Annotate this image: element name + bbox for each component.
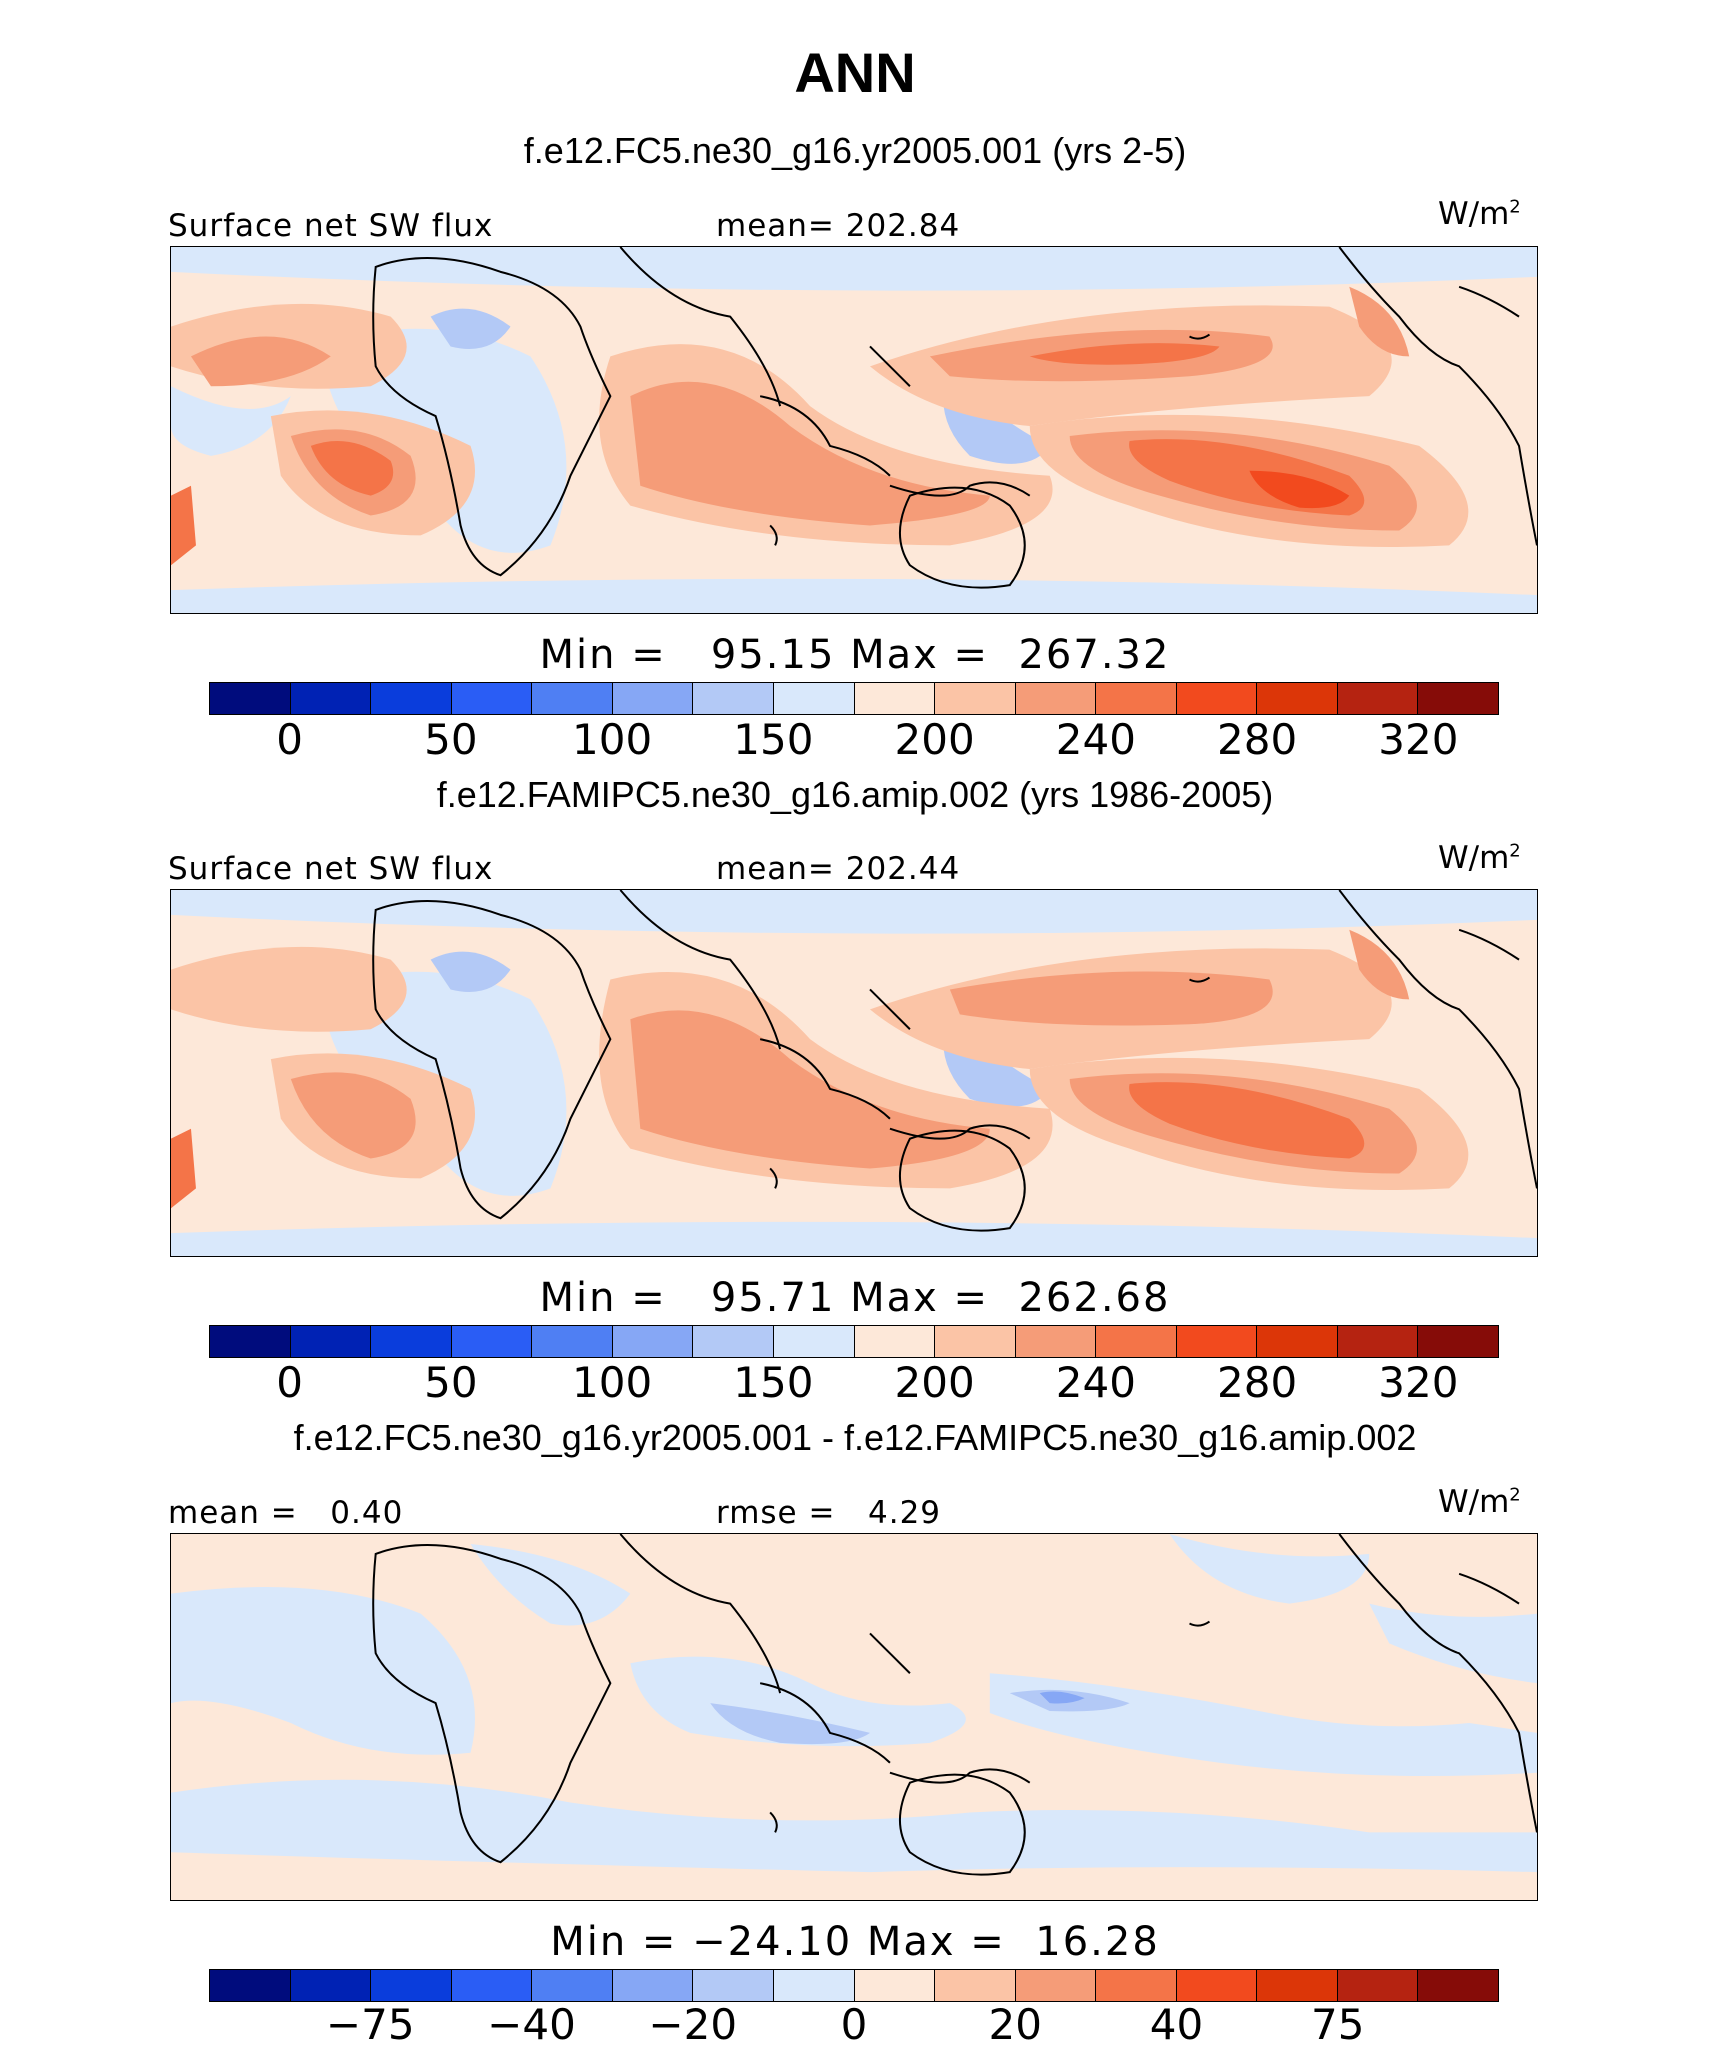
- cbar-swatch: [210, 1970, 291, 2001]
- tick-label: 0: [276, 715, 303, 764]
- tick-label: 280: [1217, 1358, 1298, 1407]
- cbar-swatch: [371, 1326, 452, 1357]
- cbar-swatch: [1257, 1970, 1338, 2001]
- tick-label: 100: [572, 1358, 653, 1407]
- cbar-swatch: [935, 1326, 1016, 1357]
- cbar-swatch: [1337, 1326, 1419, 1357]
- tick-label: 50: [424, 1358, 478, 1407]
- tick-label: 75: [1311, 2000, 1365, 2049]
- panel3-mean-label: mean = 0.40: [168, 1495, 404, 1531]
- panel2-map: [170, 889, 1538, 1257]
- cbar-swatch: [612, 1970, 694, 2001]
- panel1-minmax: Min = 95.15 Max = 267.32: [539, 632, 1171, 678]
- cbar-swatch: [773, 683, 855, 714]
- cbar-swatch: [1176, 1970, 1258, 2001]
- cbar-swatch: [210, 683, 291, 714]
- tick-label: 280: [1217, 715, 1298, 764]
- cbar-swatch: [451, 1970, 533, 2001]
- cbar-swatch: [1337, 1970, 1419, 2001]
- panel2-mean-label: mean= 202.44: [716, 851, 961, 887]
- cbar-swatch: [1337, 683, 1419, 714]
- cbar-swatch: [1257, 683, 1338, 714]
- panel3-colorbar: [209, 1969, 1499, 2002]
- panel1-map: [170, 246, 1538, 614]
- panel1-map-field: [171, 247, 1537, 613]
- cbar-swatch: [451, 683, 533, 714]
- cbar-swatch: [612, 1326, 694, 1357]
- cbar-swatch: [1015, 1970, 1097, 2001]
- tick-label: 40: [1149, 2000, 1204, 2049]
- tick-label: 100: [572, 715, 653, 764]
- panel2-units: W/m2: [1438, 840, 1521, 876]
- cbar-swatch: [854, 683, 936, 714]
- cbar-swatch: [1418, 683, 1498, 714]
- tick-label: 150: [733, 715, 814, 764]
- tick-label: 240: [1055, 715, 1136, 764]
- panel1-variable-label: Surface net SW flux: [168, 208, 494, 244]
- cbar-swatch: [1096, 683, 1177, 714]
- tick-label: 20: [988, 2000, 1042, 2049]
- tick-label: 150: [733, 1358, 814, 1407]
- plot-title: ANN: [794, 41, 916, 104]
- cbar-swatch: [935, 1970, 1016, 2001]
- panel1-colorbar-ticks: 0 50 100 150 200 240 280 320: [209, 715, 1499, 765]
- tick-label: 200: [894, 1358, 975, 1407]
- panel1-mean-label: mean= 202.84: [716, 208, 961, 244]
- panel3-minmax: Min = −24.10 Max = 16.28: [550, 1919, 1160, 1965]
- cbar-swatch: [1176, 683, 1258, 714]
- cbar-swatch: [210, 1326, 291, 1357]
- cbar-swatch: [290, 1970, 372, 2001]
- cbar-swatch: [1257, 1326, 1338, 1357]
- tick-label: −75: [325, 2000, 415, 2049]
- cbar-swatch: [1015, 1326, 1097, 1357]
- cbar-swatch: [693, 1326, 774, 1357]
- tick-label: −40: [487, 2000, 576, 2049]
- panel3-colorbar-ticks: −75 −40 −20 0 20 40 75: [209, 2000, 1499, 2050]
- tick-label: 240: [1055, 1358, 1136, 1407]
- cbar-swatch: [1418, 1970, 1498, 2001]
- cbar-swatch: [1015, 683, 1097, 714]
- panel2-variable-label: Surface net SW flux: [168, 851, 494, 887]
- cbar-swatch: [532, 1326, 613, 1357]
- panel1-units: W/m2: [1438, 196, 1521, 232]
- tick-label: −20: [648, 2000, 738, 2049]
- tick-label: 200: [894, 715, 975, 764]
- cbar-swatch: [773, 1970, 855, 2001]
- cbar-swatch: [290, 683, 372, 714]
- cbar-swatch: [290, 1326, 372, 1357]
- cbar-swatch: [1418, 1326, 1498, 1357]
- cbar-swatch: [451, 1326, 533, 1357]
- cbar-swatch: [371, 683, 452, 714]
- cbar-swatch: [773, 1326, 855, 1357]
- cbar-swatch: [935, 683, 1016, 714]
- panel2-colorbar-ticks: 0 50 100 150 200 240 280 320: [209, 1358, 1499, 1408]
- panel3-rmse-label: rmse = 4.29: [716, 1495, 942, 1531]
- panel2-case-title: f.e12.FAMIPC5.ne30_g16.amip.002 (yrs 198…: [436, 774, 1274, 815]
- panel3-case-title: f.e12.FC5.ne30_g16.yr2005.001 - f.e12.FA…: [293, 1417, 1417, 1458]
- cbar-swatch: [371, 1970, 452, 2001]
- cbar-swatch: [532, 1970, 613, 2001]
- panel3-map: [170, 1533, 1538, 1901]
- cbar-swatch: [1096, 1326, 1177, 1357]
- tick-label: 320: [1378, 715, 1459, 764]
- cbar-swatch: [693, 683, 774, 714]
- panel3-map-field: [171, 1534, 1537, 1900]
- panel2-colorbar: [209, 1325, 1499, 1358]
- cbar-swatch: [693, 1970, 774, 2001]
- panel1-case-title: f.e12.FC5.ne30_g16.yr2005.001 (yrs 2-5): [523, 130, 1187, 171]
- cbar-swatch: [612, 683, 694, 714]
- cbar-swatch: [1096, 1970, 1177, 2001]
- tick-label: 50: [424, 715, 478, 764]
- tick-label: 320: [1378, 1358, 1459, 1407]
- cbar-swatch: [854, 1970, 936, 2001]
- panel2-minmax: Min = 95.71 Max = 262.68: [539, 1275, 1171, 1321]
- tick-label: 0: [840, 2000, 868, 2049]
- cbar-swatch: [854, 1326, 936, 1357]
- cbar-swatch: [1176, 1326, 1258, 1357]
- panel3-units: W/m2: [1438, 1484, 1521, 1520]
- tick-label: 0: [276, 1358, 303, 1407]
- panel1-colorbar: [209, 682, 1499, 715]
- panel2-map-field: [171, 890, 1537, 1256]
- cbar-swatch: [532, 683, 613, 714]
